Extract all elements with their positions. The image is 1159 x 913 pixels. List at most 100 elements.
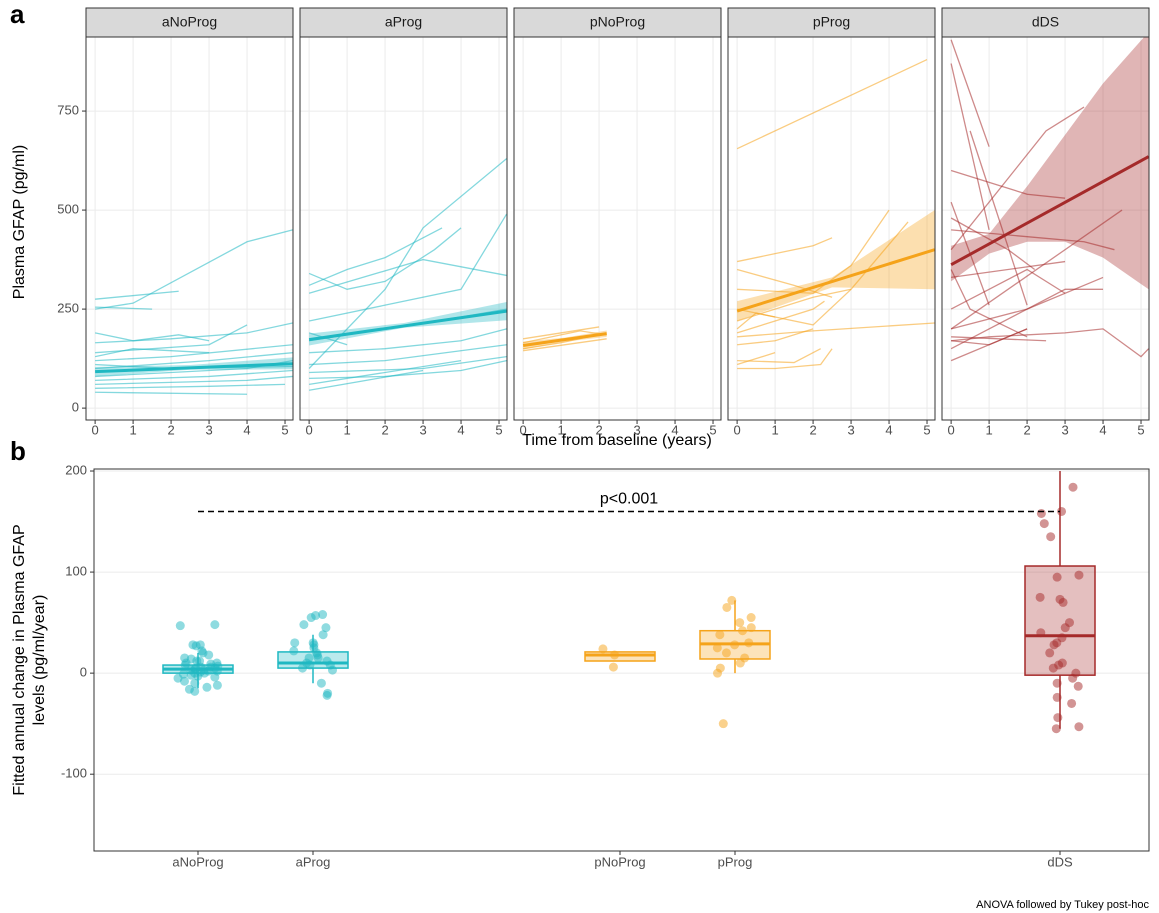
x-tick-label: pNoProg: [594, 854, 645, 869]
data-point: [212, 680, 222, 690]
y-tick-label: 750: [57, 103, 79, 118]
y-tick-label: 500: [57, 202, 79, 217]
x-tick-label: 5: [709, 422, 716, 437]
data-point: [1057, 633, 1067, 643]
data-point: [1060, 623, 1070, 633]
subject-line: [95, 229, 293, 310]
fit-line: [95, 362, 293, 374]
x-tick-label: 0: [305, 422, 312, 437]
panel-background: [942, 37, 1149, 420]
subject-line: [308, 332, 348, 346]
data-point: [610, 650, 620, 660]
subject-line: [737, 348, 833, 370]
subject-line: [950, 63, 990, 231]
facet-plot: [94, 229, 293, 395]
x-tick-label: 3: [847, 422, 854, 437]
facet-plot: [308, 158, 507, 391]
data-point: [598, 644, 608, 654]
subject-line: [308, 213, 507, 322]
data-point: [316, 678, 326, 688]
data-point: [210, 672, 220, 682]
subject-line: [309, 344, 507, 366]
x-tick-label: 3: [419, 422, 426, 437]
x-tick-label: 5: [923, 422, 930, 437]
confidence-band: [951, 37, 1149, 290]
x-axis-title: Time from baseline (years): [522, 432, 712, 449]
subject-line: [308, 158, 507, 369]
x-tick-label: 2: [809, 422, 816, 437]
facet-plot: [736, 58, 935, 370]
strip: [299, 7, 508, 38]
data-point: [1068, 673, 1078, 683]
data-point: [1052, 572, 1062, 582]
data-point: [299, 620, 309, 630]
x-tick-label: 4: [457, 422, 464, 437]
x-tick-label: 5: [281, 422, 288, 437]
y-tick-label: 0: [72, 400, 79, 415]
data-point: [722, 602, 732, 612]
box: [1024, 565, 1096, 676]
subject-line: [736, 268, 833, 298]
x-tick-label: 2: [381, 422, 388, 437]
panel-label: a: [10, 0, 25, 29]
data-point: [1036, 628, 1046, 638]
subject-line: [309, 359, 507, 380]
subject-line: [95, 322, 293, 344]
panel-background: [300, 37, 507, 420]
subject-line: [309, 355, 507, 374]
x-tick-label: 2: [1023, 422, 1030, 437]
x-tick-label: 1: [985, 422, 992, 437]
panel-border: [93, 468, 1150, 852]
data-point: [1053, 713, 1063, 723]
subject-line: [736, 312, 776, 330]
data-point: [735, 658, 745, 668]
subject-line: [950, 106, 1085, 251]
facet-plot: [950, 37, 1149, 362]
panel-label: b: [10, 436, 26, 466]
data-point: [325, 660, 335, 670]
subject-line: [736, 300, 825, 334]
data-point: [1052, 678, 1062, 688]
data-point: [746, 623, 756, 633]
data-point: [718, 719, 728, 729]
data-point: [1048, 663, 1058, 673]
data-point: [1058, 597, 1068, 607]
x-tick-label: 3: [205, 422, 212, 437]
data-point: [735, 618, 745, 628]
subject-line: [950, 217, 1036, 271]
data-point: [1068, 482, 1078, 492]
subject-line: [95, 369, 293, 382]
x-tick-label: 2: [167, 422, 174, 437]
data-point: [290, 638, 300, 648]
strip-label: pProg: [813, 14, 850, 30]
strip-label: pNoProg: [590, 14, 645, 30]
subject-line: [95, 383, 286, 389]
y-axis-title: levels (pg/ml/year): [31, 595, 48, 726]
fit-line: [736, 248, 935, 313]
data-point: [190, 686, 200, 696]
strip: [513, 7, 722, 38]
subject-line: [309, 359, 462, 385]
panel-border: [85, 36, 294, 421]
data-point: [608, 662, 618, 672]
data-point: [1074, 722, 1084, 732]
x-tick-label: 3: [633, 422, 640, 437]
confidence-band: [309, 301, 507, 346]
subject-line: [95, 306, 153, 310]
subject-line: [309, 328, 507, 354]
subject-line: [950, 209, 1123, 330]
x-tick-label: pProg: [718, 854, 753, 869]
panel-background: [728, 37, 935, 420]
panel-border: [941, 36, 1150, 421]
x-tick-label: 0: [91, 422, 98, 437]
footnote: ANOVA followed by Tukey post-hoc: [976, 899, 1149, 911]
data-point: [190, 678, 200, 688]
x-tick-label: 0: [733, 422, 740, 437]
subject-line: [951, 328, 1149, 358]
strip: [727, 7, 936, 38]
fit-line: [308, 309, 507, 342]
y-tick-label: 250: [57, 301, 79, 316]
x-tick-label: 1: [129, 422, 136, 437]
subject-line: [95, 391, 248, 395]
